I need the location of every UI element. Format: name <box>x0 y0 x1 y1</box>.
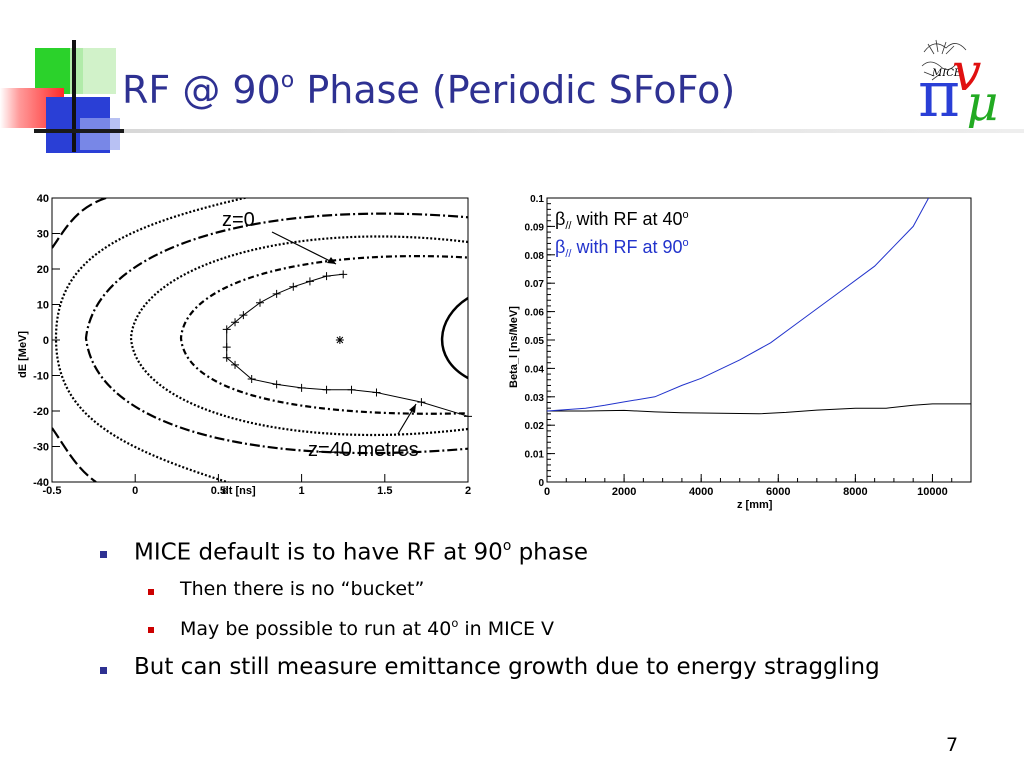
legend-entry-40: β// with RF at 40o <box>555 209 689 232</box>
series-line-0 <box>547 403 971 415</box>
left-x-tick-label: 1 <box>299 485 305 497</box>
trajectory-line <box>226 273 469 417</box>
trajectory-point <box>231 318 240 327</box>
phase-contours <box>52 198 468 482</box>
trajectory-point <box>322 272 331 281</box>
sub-bullet-item: May be possible to run at 40o in MICE V <box>180 616 555 640</box>
left-y-tick-label: 30 <box>37 229 49 241</box>
right-y-tick-label: 0.08 <box>525 251 545 262</box>
left-y-tick-label: 10 <box>37 300 49 312</box>
trajectory-point <box>322 385 331 394</box>
left-y-tick-label: 40 <box>37 193 49 205</box>
phase-contour <box>84 212 468 455</box>
bullet-item: MICE default is to have RF at 90o phase <box>134 538 588 566</box>
trajectory-point <box>222 353 231 362</box>
decor-lightblue-square <box>80 118 120 150</box>
title-underline <box>34 129 1024 133</box>
right-y-tick-label: 0.1 <box>530 194 544 205</box>
left-y-tick-label: -30 <box>33 442 49 454</box>
phase-contour <box>129 235 468 437</box>
trajectory-point <box>256 298 264 307</box>
right-y-tick-label: 0.07 <box>525 279 545 290</box>
trajectory-point <box>222 343 231 352</box>
right-x-tick-label: 10000 <box>917 486 948 498</box>
right-y-tick-label: 0.06 <box>525 308 545 319</box>
right-x-tick-label: 4000 <box>689 486 713 498</box>
trajectory-point <box>272 380 281 389</box>
arrow-head-z40 <box>409 404 416 413</box>
left-x-tick-label: -0.5 <box>43 485 62 497</box>
svg-text:π: π <box>918 58 960 128</box>
center-point <box>335 336 344 344</box>
trajectory-point <box>347 385 356 394</box>
right-y-tick-label: 0.01 <box>525 450 545 461</box>
right-y-tick-label: 0.09 <box>525 222 545 233</box>
trajectory-point <box>222 325 231 334</box>
right-x-tick-label: 8000 <box>843 486 867 498</box>
legend: β// with RF at 40o β// with RF at 90o <box>555 209 689 260</box>
left-y-tick-label: -20 <box>33 406 49 418</box>
longitudinal-phase-space-plot: -0.5 0 0.5 1 1.5 2 -40 -30 -20 -10 0 10 20 30 40 dt [n… <box>17 193 472 497</box>
svg-text:MICE: MICE <box>931 68 962 79</box>
legend-entry-90: β// with RF at 90o <box>555 237 689 260</box>
trajectory-point <box>417 398 426 407</box>
left-y-tick-label: 0 <box>43 335 49 347</box>
page-number: 7 <box>946 734 959 756</box>
arrow-head-z0 <box>327 257 336 264</box>
right-x-tick-label: 0 <box>544 486 550 498</box>
bullet-marker <box>100 667 107 674</box>
series-line-1 <box>547 198 930 412</box>
left-x-axis-label: dt [ns] <box>222 485 256 497</box>
phase-contour <box>52 198 107 249</box>
annotation-z40: z=40 metres <box>308 439 419 461</box>
sub-bullet-marker <box>148 627 154 633</box>
sub-bullet-marker <box>148 589 154 595</box>
right-y-tick-label: 0.05 <box>525 336 545 347</box>
bullet-item: But can still measure emittance growth d… <box>134 654 880 680</box>
svg-text:v: v <box>952 43 981 103</box>
right-y-axis-label: Beta_l [ns/MeV] <box>508 306 520 388</box>
left-y-axis-label: dE [MeV] <box>17 331 29 378</box>
trajectory-point <box>247 375 256 384</box>
right-y-tick-label: 0.02 <box>525 421 545 432</box>
phase-contour <box>440 296 468 380</box>
left-y-tick-label: -40 <box>33 477 49 489</box>
annotation-z0: z=0 <box>222 209 255 231</box>
left-x-tick-label: 1.5 <box>377 485 392 497</box>
trajectory-point <box>339 270 348 279</box>
decor-vertical-line <box>72 40 76 152</box>
right-y-tick-label: 0.03 <box>525 393 545 404</box>
beta-l-vs-z-plot: 0 2000 4000 6000 8000 10000 0 0.01 0.02 0.03 0.04 0… <box>508 194 972 511</box>
page-title: RF @ 90o Phase (Periodic SFoFo) <box>122 68 736 112</box>
trajectory-point <box>231 360 240 369</box>
left-y-tick-label: -10 <box>33 371 49 383</box>
trajectory-point <box>464 412 472 421</box>
mice-logo: MICE π v μ <box>918 39 999 128</box>
right-y-tick-label: 0.04 <box>525 364 545 375</box>
left-x-tick-label: 0 <box>132 485 138 497</box>
svg-text:μ: μ <box>966 74 999 128</box>
left-x-tick-label: 0.5 <box>211 485 226 497</box>
trajectory-point <box>289 282 298 291</box>
trajectory-point <box>297 383 306 392</box>
right-x-tick-label: 2000 <box>612 486 636 498</box>
phase-contour <box>52 427 97 482</box>
sub-bullet-item: Then there is no “bucket” <box>180 578 425 600</box>
bullet-marker <box>100 551 107 558</box>
right-y-tick-label: 0 <box>538 478 544 489</box>
trajectory-point <box>272 289 281 298</box>
phase-contour <box>54 198 250 482</box>
right-x-tick-label: 6000 <box>766 486 790 498</box>
decor-lightgreen-square <box>70 48 116 94</box>
left-x-tick-label: 2 <box>465 485 471 497</box>
trajectory-point <box>305 277 314 286</box>
left-y-tick-label: 20 <box>37 264 49 276</box>
phase-contour <box>179 255 468 415</box>
right-x-axis-label: z [mm] <box>737 499 773 511</box>
trajectory-point <box>372 388 381 397</box>
trajectory-point <box>239 311 248 320</box>
